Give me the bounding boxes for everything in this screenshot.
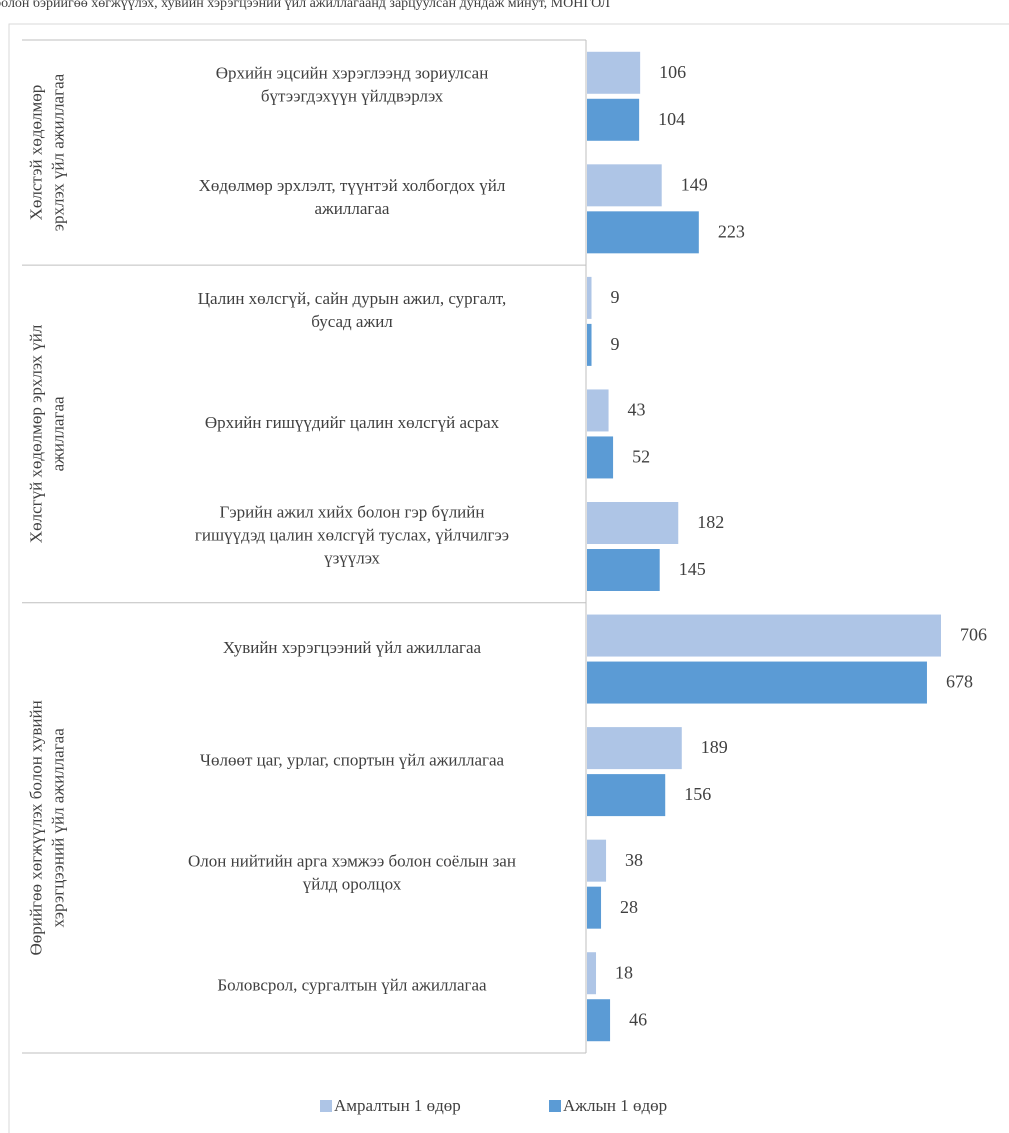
category-label: Хөдөлмөр эрхлэлт, түүнтэй холбогдох үйл а… bbox=[199, 176, 506, 218]
legend-swatch-work-day bbox=[549, 1100, 561, 1112]
data-label: 46 bbox=[629, 1009, 647, 1029]
bar-rest-day bbox=[587, 276, 592, 319]
category-label: Хувийн хэрэгцээний үйл ажиллагаа bbox=[223, 638, 482, 657]
group-label: Хөлсгүй хөдөлмөр эрхлэх үйл ажиллагаа bbox=[27, 324, 68, 543]
category-label: Чөлөөт цаг, урлаг, спортын үйл ажиллагаа bbox=[200, 751, 505, 770]
bar-rest-day bbox=[587, 727, 682, 770]
data-label: 145 bbox=[679, 559, 706, 579]
bar-work-day bbox=[587, 436, 614, 479]
chart-frame bbox=[8, 23, 1009, 1133]
data-label: 52 bbox=[632, 447, 650, 467]
data-label: 9 bbox=[611, 334, 620, 354]
legend-label: Амралтын 1 өдөр bbox=[334, 1096, 461, 1115]
data-label: 28 bbox=[620, 897, 638, 917]
legend-label: Ажлын 1 өдөр bbox=[563, 1096, 667, 1115]
data-label: 182 bbox=[697, 512, 724, 532]
data-label: 706 bbox=[960, 625, 987, 645]
data-label: 678 bbox=[946, 672, 973, 692]
chart-header-text: болон бэрийгөө хөгжүүлэх, хувийн хэрэгцэ… bbox=[0, 0, 610, 11]
data-label: 223 bbox=[718, 221, 745, 241]
bar-work-day bbox=[587, 661, 927, 704]
category-label: Олон нийтийн арга хэмжээ болон соёлын за… bbox=[188, 852, 516, 894]
category-label: Өрхийн эцсийн хэрэглээнд зориулсан бүтээг… bbox=[216, 64, 489, 106]
category-table: Хөлстэй хөдөлмөр эрхлэх үйл ажиллагаа Өрхи… bbox=[22, 39, 587, 1054]
bar-work-day bbox=[587, 98, 640, 141]
group-label: Хөлстэй хөдөлмөр эрхлэх үйл ажиллагаа bbox=[27, 73, 68, 231]
bar-work-day bbox=[587, 999, 611, 1042]
category-label: Гэрийн ажил хийх болон гэр бүлийн гишүүдэ… bbox=[195, 502, 509, 567]
bar-work-day bbox=[587, 774, 666, 817]
bar-rest-day bbox=[587, 389, 609, 432]
data-label: 149 bbox=[681, 174, 708, 194]
bar-rest-day bbox=[587, 952, 597, 995]
group-label: Өөрийгөө хөгжүүлэх болон хувийн хэрэгцээн… bbox=[27, 700, 68, 955]
data-label: 43 bbox=[628, 400, 646, 420]
bar-work-day bbox=[587, 323, 592, 366]
data-label: 9 bbox=[611, 287, 620, 307]
bar-rest-day bbox=[587, 502, 679, 544]
data-label: 106 bbox=[659, 62, 686, 82]
data-label: 18 bbox=[615, 962, 633, 982]
category-label: Цалин хөлсгүй, сайн дурын ажил, сургалт,… bbox=[198, 289, 506, 331]
plot-area: 106 104 149 223 9 9 43 52 182 145 706 678 189 156 38 28… bbox=[587, 51, 987, 1042]
bar-rest-day bbox=[587, 839, 607, 882]
category-label: Өрхийн гишүүдийг цалин хөлсгүй асрах bbox=[205, 413, 500, 432]
legend-swatch-rest-day bbox=[320, 1100, 332, 1112]
bar-rest-day bbox=[587, 614, 941, 657]
data-label: 38 bbox=[625, 850, 643, 870]
bar-work-day bbox=[587, 211, 699, 254]
data-label: 189 bbox=[701, 737, 728, 757]
legend: Амралтын 1 өдөр Ажлын 1 өдөр bbox=[320, 1096, 667, 1115]
bar-rest-day bbox=[587, 51, 641, 94]
category-label: Боловсрол, сургалтын үйл ажиллагаа bbox=[217, 976, 487, 995]
bar-work-day bbox=[587, 886, 602, 929]
bar-work-day bbox=[587, 549, 660, 591]
data-label: 156 bbox=[684, 784, 711, 804]
data-label: 104 bbox=[658, 109, 685, 129]
bar-rest-day bbox=[587, 164, 662, 207]
